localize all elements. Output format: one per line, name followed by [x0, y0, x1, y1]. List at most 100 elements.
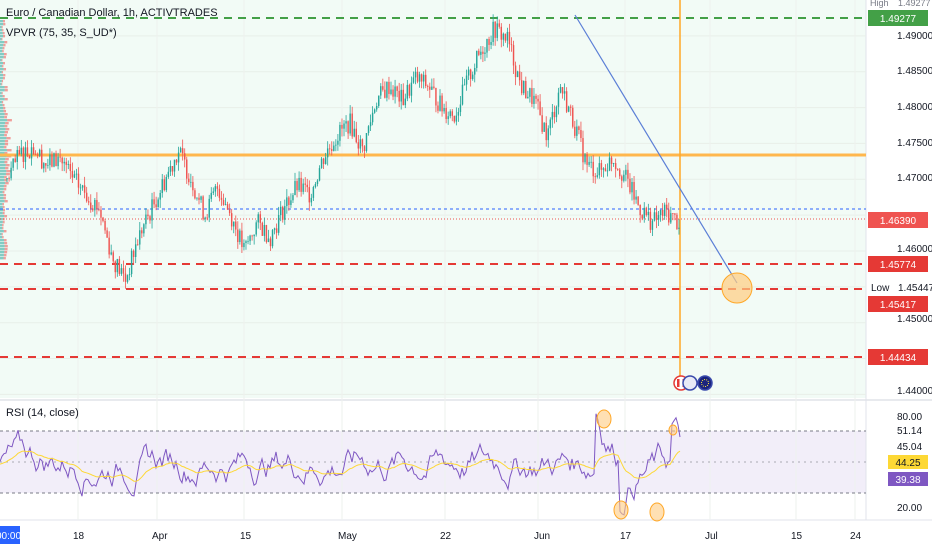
rsi-annotation-4[interactable]	[668, 424, 678, 436]
support-3-badge	[868, 349, 928, 365]
candle-body	[108, 237, 110, 255]
vpvr-bar-down	[3, 188, 7, 191]
candle-body	[465, 75, 468, 85]
candle-body	[51, 154, 53, 167]
candle-body	[639, 204, 641, 216]
time-axis-left-badge	[0, 526, 20, 544]
vpvr-bar-down	[3, 254, 7, 257]
vpvr-bar-down	[1, 71, 3, 74]
vpvr-bar-down	[3, 230, 7, 233]
candle-body	[49, 154, 51, 166]
candle-body	[502, 33, 505, 40]
rsi-annotation-3[interactable]	[649, 502, 665, 522]
candle-body	[537, 98, 539, 102]
vpvr-bar-up	[0, 86, 5, 89]
candle-body	[275, 228, 278, 233]
candle-body	[474, 67, 476, 75]
candle-body	[218, 188, 221, 198]
vpvr-bar-up	[0, 53, 5, 56]
low-value-text: 1.45447	[898, 283, 932, 294]
candle-body	[443, 107, 445, 112]
time-axis[interactable]: 00:00 18 Apr 15 May 22 Jun 17 Jul 15 24	[0, 526, 862, 544]
candle-body	[163, 179, 166, 191]
candle-body	[85, 192, 88, 202]
price-tick: 1.44000	[897, 386, 932, 397]
vpvr-bar-up	[0, 59, 2, 62]
candle-body	[427, 86, 429, 87]
candle-body	[396, 86, 398, 91]
candle-body	[116, 259, 119, 273]
price-tick: 1.49000	[897, 31, 932, 42]
vpvr-bar-down	[1, 83, 3, 86]
event-icons[interactable]	[673, 375, 713, 391]
trend-line[interactable]	[574, 14, 738, 284]
vpvr-bar-up	[0, 182, 6, 185]
rsi-lower-badge	[888, 472, 928, 486]
rsi-indicator-label[interactable]: RSI (14, close)	[6, 407, 79, 419]
candle-body	[202, 196, 204, 220]
candle-body	[572, 107, 574, 127]
dashed-top-badge-text: 1.49277	[880, 14, 917, 25]
candle-body	[410, 82, 413, 96]
candle-body	[267, 238, 270, 243]
candle-body	[606, 170, 609, 172]
eu-flag-icon[interactable]	[697, 375, 713, 391]
candle-body	[61, 157, 63, 164]
candle-body	[114, 261, 116, 273]
price-tick: 1.47500	[897, 138, 932, 149]
candle-body	[326, 148, 329, 158]
vpvr-bar-up	[0, 119, 8, 122]
candle-body	[388, 81, 390, 94]
vpvr-bar-down	[3, 257, 6, 260]
candle-body	[482, 51, 484, 54]
candle-body	[488, 38, 490, 45]
candle-body	[132, 250, 135, 257]
candle-body	[288, 197, 290, 205]
vpvr-bar-up	[0, 122, 6, 125]
vpvr-bar-up	[0, 83, 2, 86]
candle-body	[134, 244, 137, 257]
vpvr-bar-up	[0, 68, 4, 71]
candle-body	[576, 126, 578, 136]
vpvr-bar-up	[0, 248, 5, 251]
candle-body	[345, 121, 347, 124]
candle-body	[208, 198, 210, 218]
candle-body	[504, 33, 507, 41]
candle-body	[514, 65, 517, 78]
candle-body	[128, 274, 131, 276]
price-tick: 1.46000	[897, 244, 932, 255]
rsi-annotation-2[interactable]	[613, 500, 629, 520]
candle-body	[329, 148, 331, 150]
candle-body	[186, 159, 188, 179]
candle-body	[198, 197, 200, 200]
symbol-title[interactable]: Euro / Canadian Dollar, 1h, ACTIVTRADES	[6, 7, 218, 19]
price-axis[interactable]: 1.49000 1.48500 1.48000 1.47500 1.47000 …	[897, 31, 932, 397]
event-icon-2[interactable]	[682, 375, 698, 391]
candle-body	[45, 163, 47, 166]
candle-body	[492, 21, 494, 43]
vpvr-bar-up	[0, 113, 5, 116]
candle-body	[676, 214, 678, 229]
high-label: High	[870, 0, 889, 8]
candle-body	[400, 89, 402, 102]
candle-body	[494, 21, 496, 38]
candle-body	[65, 161, 67, 165]
candle-body	[547, 128, 549, 141]
vpvr-bar-down	[3, 74, 6, 77]
candle-body	[30, 147, 33, 159]
vpvr-indicator-label[interactable]: VPVR (75, 35, S_UD*)	[6, 27, 117, 39]
rsi-annotation-1[interactable]	[596, 409, 612, 429]
candle-body	[520, 80, 523, 94]
vpvr-bar-down	[1, 59, 3, 62]
candle-body	[588, 161, 590, 165]
candle-body	[118, 259, 121, 274]
time-tick: Jun	[534, 531, 550, 542]
target-circle[interactable]	[721, 272, 753, 304]
vpvr-bar-up	[0, 92, 2, 95]
candle-body	[353, 128, 355, 137]
candle-body	[431, 86, 433, 90]
time-tick: 15	[240, 531, 252, 542]
vpvr-bar-up	[0, 200, 5, 203]
vpvr-bar-down	[4, 113, 8, 116]
